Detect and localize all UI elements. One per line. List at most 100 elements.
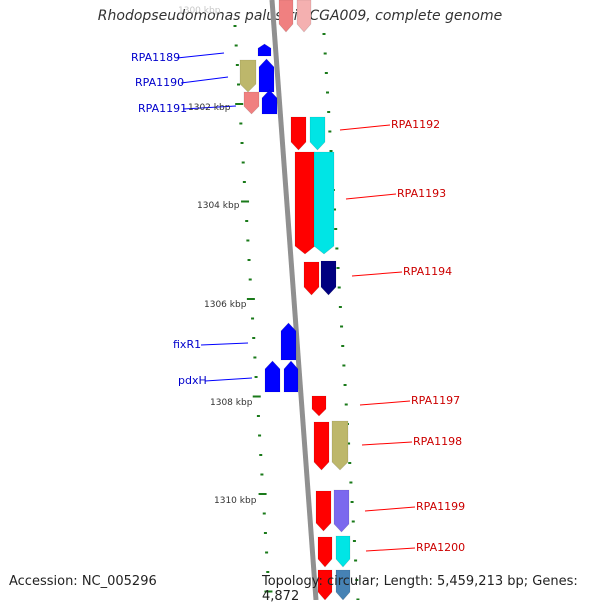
tick-left xyxy=(242,181,246,183)
tick-right xyxy=(343,384,347,386)
gene-feature-rpa1194[interactable] xyxy=(303,261,320,296)
tick-left xyxy=(265,551,269,554)
tick-right xyxy=(350,501,354,503)
gene-label-rpa1200[interactable]: RPA1200 xyxy=(416,541,465,554)
gene-label-rpa1198[interactable]: RPA1198 xyxy=(413,435,462,448)
leader-rpa1198 xyxy=(361,441,413,446)
gene-feature-top-b[interactable] xyxy=(296,0,312,33)
tick-right xyxy=(327,111,331,113)
gene-label-rpa1191[interactable]: RPA1191 xyxy=(138,102,187,115)
tick-left xyxy=(233,25,237,27)
tick-right xyxy=(328,130,332,133)
gene-feature-bottom-a[interactable] xyxy=(317,569,333,600)
gene-feature-rpa1189[interactable] xyxy=(257,43,272,57)
scale-label-1308: 1308 kbp xyxy=(210,398,253,408)
tick-left xyxy=(246,298,255,300)
scale-label-1302: 1302 kbp xyxy=(188,103,231,113)
gene-feature-rpa1191[interactable] xyxy=(261,89,278,115)
leader-rpa1189 xyxy=(176,52,225,59)
tick-right xyxy=(354,559,358,562)
tick-left xyxy=(235,103,244,105)
tick-right xyxy=(324,72,328,74)
label-leader-lines xyxy=(176,52,416,552)
tick-left xyxy=(239,122,243,125)
tick-right xyxy=(336,267,340,269)
gene-feature-cyan-2[interactable] xyxy=(313,151,335,255)
tick-right xyxy=(356,598,360,600)
tick-left xyxy=(256,415,260,417)
gene-feature-cyan-3[interactable] xyxy=(335,535,351,568)
gene-feature-rpa1199[interactable] xyxy=(315,490,332,532)
gene-feature-pink-1[interactable] xyxy=(243,91,260,115)
leader-rpa1200 xyxy=(365,547,416,552)
tick-left xyxy=(245,220,249,222)
gene-label-rpa1194[interactable]: RPA1194 xyxy=(403,265,452,278)
tick-left xyxy=(258,493,267,495)
gene-feature-rpa1190[interactable] xyxy=(258,58,275,93)
gene-feature-cyan-1[interactable] xyxy=(309,116,326,151)
tick-right xyxy=(348,462,352,464)
gene-feature-olive-1[interactable] xyxy=(239,59,257,93)
gene-feature-top-a[interactable] xyxy=(278,0,294,33)
gene-feature-fixr1[interactable] xyxy=(280,322,297,361)
gene-feature-purple-1[interactable] xyxy=(333,489,350,533)
tick-right xyxy=(335,247,339,250)
tick-left xyxy=(260,473,264,476)
gene-feature-rpa1197[interactable] xyxy=(311,395,327,417)
gene-label-rpa1197[interactable]: RPA1197 xyxy=(411,394,460,407)
tick-left xyxy=(253,356,257,359)
gene-features xyxy=(239,0,351,600)
gene-label-fixr1[interactable]: fixR1 xyxy=(173,338,201,351)
accession-text: Accession: NC_005296 xyxy=(9,574,157,589)
tick-right xyxy=(355,579,359,581)
gene-label-rpa1189[interactable]: RPA1189 xyxy=(131,51,180,64)
tick-right xyxy=(347,442,351,445)
gene-feature-navy-1[interactable] xyxy=(320,260,337,296)
gene-label-rpa1193[interactable]: RPA1193 xyxy=(397,187,446,200)
tick-left xyxy=(237,83,241,86)
tick-right xyxy=(329,150,333,152)
leader-rpa1192 xyxy=(339,124,391,131)
tick-right xyxy=(326,91,330,94)
scale-label-1300: 1300 kbp xyxy=(178,6,221,16)
gene-feature-rpa1193[interactable] xyxy=(294,151,316,255)
gene-feature-bottom-b[interactable] xyxy=(335,569,351,600)
scale-label-1304: 1304 kbp xyxy=(197,201,240,211)
gene-feature-rpa1192[interactable] xyxy=(290,116,307,151)
gene-label-rpa1192[interactable]: RPA1192 xyxy=(391,118,440,131)
gene-feature-rpa1200[interactable] xyxy=(317,536,333,568)
tick-left xyxy=(246,239,250,242)
tick-right xyxy=(352,540,356,542)
genome-backbone xyxy=(269,0,319,600)
leader-rpa1194 xyxy=(351,271,403,277)
leader-fixr1 xyxy=(200,342,249,346)
tick-left xyxy=(264,590,273,593)
tick-left xyxy=(254,376,258,378)
gene-label-rpa1190[interactable]: RPA1190 xyxy=(135,76,184,89)
gene-feature-rpa1198[interactable] xyxy=(313,421,330,471)
gene-feature-pdxh-a[interactable] xyxy=(264,360,281,393)
leader-rpa1199 xyxy=(364,506,416,512)
tick-right xyxy=(341,345,345,347)
gene-label-pdxh[interactable]: pdxH xyxy=(178,374,207,387)
gene-feature-olive-2[interactable] xyxy=(331,420,349,471)
leader-rpa1191 xyxy=(182,105,237,110)
tick-marks xyxy=(233,25,360,600)
tick-left xyxy=(248,278,252,281)
tick-left xyxy=(241,200,250,203)
tick-right xyxy=(338,306,342,308)
gene-feature-pdxh-b[interactable] xyxy=(283,360,299,393)
tick-right xyxy=(340,325,344,328)
leader-rpa1193 xyxy=(345,193,397,200)
tick-right xyxy=(337,286,341,289)
tick-right xyxy=(351,520,355,523)
scale-label-1306: 1306 kbp xyxy=(204,300,247,310)
leader-rpa1190 xyxy=(180,76,229,84)
scale-label-1310: 1310 kbp xyxy=(214,496,257,506)
tick-left xyxy=(266,571,270,573)
tick-right xyxy=(349,481,353,484)
gene-label-rpa1199[interactable]: RPA1199 xyxy=(416,500,465,513)
tick-left xyxy=(262,512,266,515)
tick-right xyxy=(344,403,348,406)
